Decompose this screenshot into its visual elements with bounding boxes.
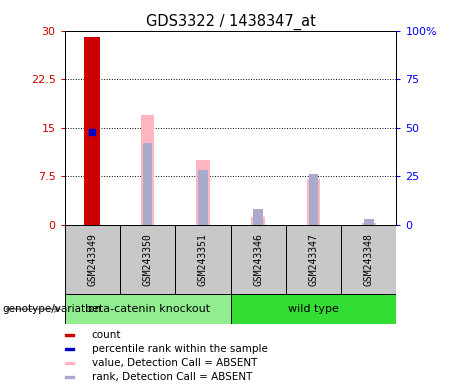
FancyBboxPatch shape — [65, 225, 120, 294]
Text: genotype/variation: genotype/variation — [2, 304, 101, 314]
FancyBboxPatch shape — [341, 225, 396, 294]
Text: percentile rank within the sample: percentile rank within the sample — [92, 344, 267, 354]
Bar — [308, 174, 319, 225]
Text: GSM243350: GSM243350 — [142, 233, 153, 286]
Bar — [196, 160, 210, 225]
FancyBboxPatch shape — [65, 294, 230, 324]
Bar — [251, 217, 265, 225]
Text: GDS3322 / 1438347_at: GDS3322 / 1438347_at — [146, 13, 315, 30]
FancyBboxPatch shape — [286, 225, 341, 294]
Text: GSM243346: GSM243346 — [253, 233, 263, 286]
Text: wild type: wild type — [288, 304, 339, 314]
Bar — [307, 179, 320, 225]
Bar — [253, 209, 263, 225]
Bar — [65, 376, 74, 378]
Bar — [142, 143, 153, 225]
FancyBboxPatch shape — [120, 225, 175, 294]
Text: GSM243347: GSM243347 — [308, 233, 319, 286]
Text: GSM243351: GSM243351 — [198, 233, 208, 286]
Bar — [65, 362, 74, 364]
FancyBboxPatch shape — [230, 225, 286, 294]
Text: value, Detection Call = ABSENT: value, Detection Call = ABSENT — [92, 358, 257, 368]
FancyBboxPatch shape — [175, 225, 230, 294]
Bar — [198, 170, 208, 225]
Bar — [364, 219, 374, 225]
Text: GSM243348: GSM243348 — [364, 233, 374, 286]
Bar — [141, 115, 154, 225]
Text: GSM243349: GSM243349 — [87, 233, 97, 286]
Bar — [65, 334, 74, 336]
Text: count: count — [92, 330, 121, 340]
Bar — [84, 37, 100, 225]
Text: beta-catenin knockout: beta-catenin knockout — [85, 304, 210, 314]
Text: rank, Detection Call = ABSENT: rank, Detection Call = ABSENT — [92, 372, 252, 382]
FancyBboxPatch shape — [230, 294, 396, 324]
Bar — [65, 348, 74, 350]
Bar — [362, 223, 376, 225]
